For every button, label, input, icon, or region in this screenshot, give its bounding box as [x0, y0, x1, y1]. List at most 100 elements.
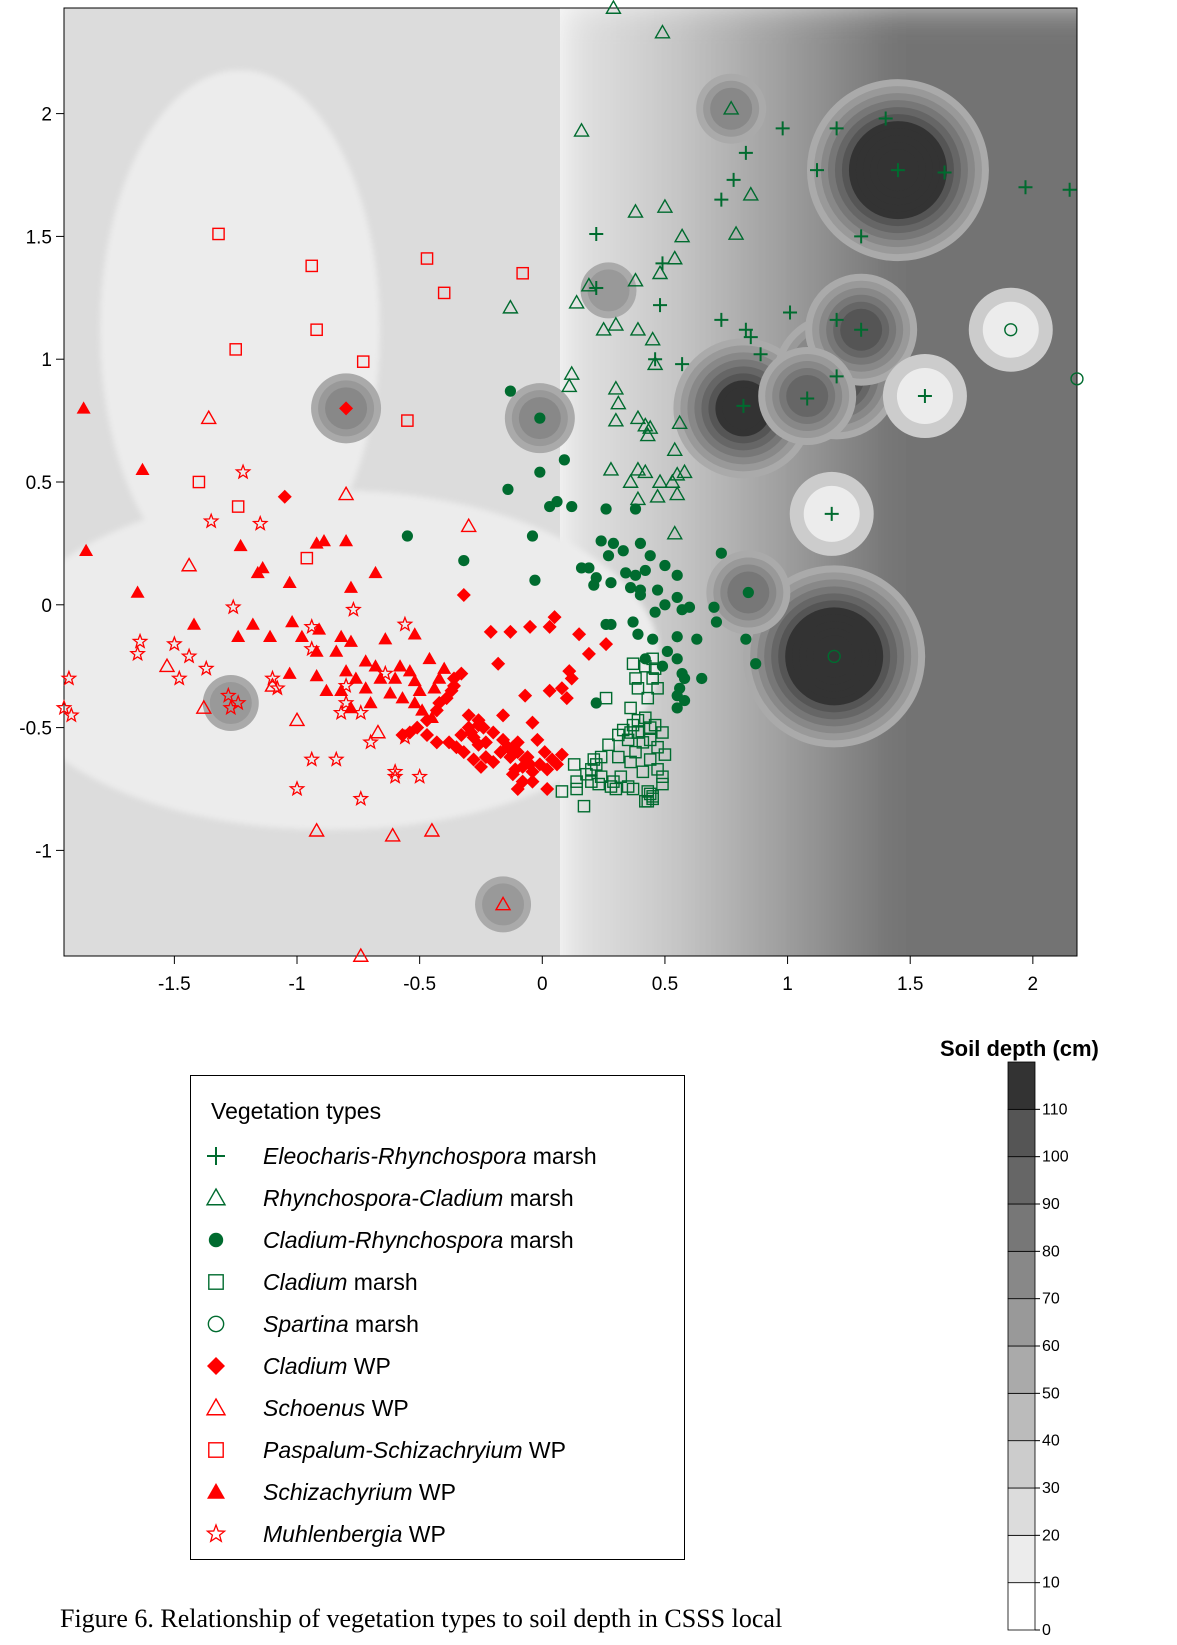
data-point	[602, 738, 615, 752]
data-point	[303, 618, 321, 635]
data-point	[255, 560, 270, 574]
data-point	[653, 298, 668, 313]
data-point	[671, 569, 683, 581]
data-point	[316, 533, 331, 547]
legend-symbol	[208, 1232, 224, 1248]
data-point	[505, 767, 520, 782]
series-9	[55, 463, 429, 806]
data-point	[334, 629, 349, 642]
data-point	[742, 586, 754, 599]
depression	[475, 876, 532, 933]
data-point	[651, 264, 669, 280]
legend-marker	[207, 1315, 225, 1333]
data-point	[554, 681, 569, 696]
data-point	[234, 463, 252, 480]
legend-entry: Paspalum-Schizachryium WP	[191, 1435, 681, 1465]
depression-ring	[209, 682, 252, 725]
data-point	[624, 726, 637, 739]
colorbar-label: 70	[1042, 1291, 1060, 1308]
data-point	[231, 629, 246, 642]
data-point	[197, 659, 215, 676]
data-point	[510, 735, 525, 750]
data-point	[170, 669, 188, 686]
y-tick-label: 0.5	[26, 473, 52, 494]
depression-ring	[982, 301, 1039, 358]
series-7	[192, 227, 529, 565]
data-point	[491, 656, 506, 671]
data-point	[460, 517, 477, 533]
data-point	[554, 747, 569, 762]
colorbar-segment	[1007, 1298, 1036, 1347]
data-point	[631, 682, 645, 695]
data-point	[396, 615, 414, 632]
data-point	[432, 671, 447, 684]
data-point	[352, 789, 370, 806]
data-point	[572, 627, 587, 642]
data-point	[673, 227, 691, 243]
data-point	[800, 391, 815, 406]
data-point	[454, 727, 469, 742]
colorbar-segment	[1007, 1203, 1036, 1252]
data-point	[602, 461, 620, 476]
data-point	[738, 322, 753, 337]
data-point	[581, 646, 596, 661]
data-point	[639, 426, 656, 442]
data-point	[486, 725, 501, 740]
data-point	[542, 619, 557, 634]
data-point	[343, 634, 358, 647]
data-point	[356, 355, 370, 368]
data-point	[508, 762, 523, 777]
data-point	[570, 782, 583, 796]
data-point	[222, 699, 240, 716]
data-point	[620, 567, 632, 579]
data-point	[263, 629, 278, 642]
data-point	[135, 462, 150, 475]
legend-marker	[207, 1357, 225, 1375]
data-point	[339, 401, 354, 416]
y-tick-label: 1.5	[26, 227, 52, 248]
data-point	[567, 758, 581, 771]
data-point	[76, 401, 91, 414]
data-point	[422, 651, 437, 665]
data-point	[309, 669, 324, 682]
data-point	[829, 312, 844, 327]
shallow-region	[64, 490, 660, 830]
data-point	[624, 582, 637, 594]
legend: Vegetation types Eleocharis-Rhynchospora…	[190, 1075, 685, 1560]
data-point	[510, 781, 525, 796]
data-point	[423, 822, 441, 837]
data-point	[715, 547, 727, 559]
data-point	[516, 266, 529, 280]
data-point	[192, 475, 206, 489]
data-point	[343, 580, 358, 593]
data-point	[627, 272, 644, 287]
data-point	[466, 752, 481, 767]
data-point	[158, 657, 176, 673]
colorbar-label: 10	[1042, 1575, 1060, 1592]
data-point	[624, 701, 637, 715]
data-point	[386, 762, 404, 779]
data-point	[664, 473, 681, 488]
data-point	[530, 732, 545, 747]
data-point	[643, 753, 657, 766]
data-point	[407, 627, 422, 640]
data-point	[1004, 323, 1018, 337]
data-point	[636, 736, 650, 749]
data-point	[551, 496, 563, 508]
series-4	[827, 323, 1084, 664]
data-point	[612, 750, 625, 764]
data-point	[373, 671, 388, 684]
x-tick-label: -1	[289, 974, 306, 995]
data-point	[824, 506, 839, 521]
data-points	[55, 0, 1084, 962]
data-point	[561, 377, 578, 393]
data-point	[547, 610, 562, 625]
depression-ring	[587, 269, 630, 312]
legend-marker	[205, 1397, 227, 1416]
data-point	[595, 321, 612, 336]
colorbar-segment	[1007, 1487, 1036, 1536]
data-point	[854, 322, 869, 337]
data-point	[60, 669, 78, 686]
data-point	[647, 633, 659, 645]
